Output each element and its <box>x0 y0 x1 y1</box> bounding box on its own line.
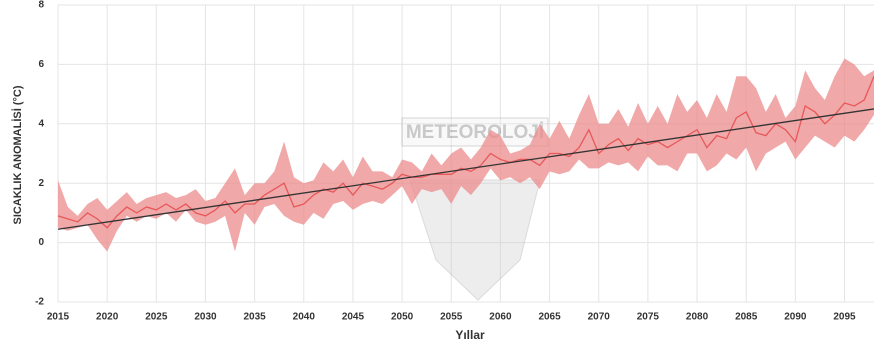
x-tick-label: 2075 <box>637 312 660 323</box>
watermark: METEOROLOJİ <box>402 118 548 300</box>
watermark-shield <box>410 180 540 300</box>
x-tick-label: 2085 <box>735 312 758 323</box>
x-tick-label: 2065 <box>538 312 561 323</box>
watermark-text: METEOROLOJİ <box>406 122 544 143</box>
y-tick-label: 0 <box>38 237 44 248</box>
y-tick-label: 4 <box>38 118 44 129</box>
x-tick-label: 2070 <box>588 312 611 323</box>
y-tick-label: 2 <box>38 178 44 189</box>
x-tick-label: 2040 <box>293 312 316 323</box>
x-tick-label: 2090 <box>784 312 807 323</box>
x-tick-label: 2050 <box>391 312 414 323</box>
x-tick-label: 2025 <box>145 312 168 323</box>
x-tick-label: 2030 <box>194 312 217 323</box>
y-axis-label: SICAKLIK ANOMALİSİ (°C) <box>11 85 24 224</box>
x-tick-label: 2015 <box>47 312 70 323</box>
x-axis-label: Yıllar <box>455 328 485 342</box>
x-tick-label: 2060 <box>489 312 512 323</box>
y-tick-label: 6 <box>38 59 44 70</box>
x-tick-label: 2055 <box>440 312 463 323</box>
chart: METEOROLOJİ SICAKLIK ANOMALİSİ (°C) Yıll… <box>0 0 874 345</box>
x-tick-label: 2045 <box>342 312 365 323</box>
x-tick-label: 2020 <box>96 312 119 323</box>
y-tick-label: -2 <box>35 297 44 308</box>
y-tick-label: 8 <box>38 0 44 11</box>
x-tick-label: 2035 <box>244 312 267 323</box>
x-tick-label: 2095 <box>833 312 856 323</box>
x-tick-label: 2080 <box>686 312 709 323</box>
